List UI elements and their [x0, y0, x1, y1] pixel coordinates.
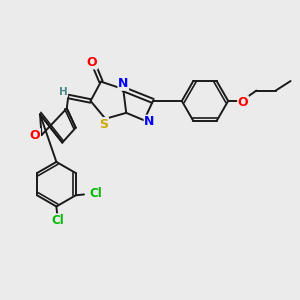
Text: N: N [118, 77, 128, 90]
Text: Cl: Cl [52, 214, 64, 227]
Text: H: H [58, 87, 67, 97]
Text: O: O [238, 96, 248, 109]
Text: O: O [87, 56, 98, 69]
Text: O: O [30, 129, 40, 142]
Text: S: S [99, 118, 108, 130]
Text: N: N [144, 115, 154, 128]
Text: Cl: Cl [89, 187, 102, 200]
